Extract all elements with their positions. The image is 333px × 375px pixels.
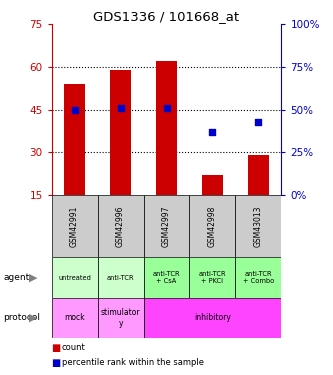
Bar	[235, 195, 281, 257]
Text: GSM42997: GSM42997	[162, 205, 171, 247]
Text: GSM43013: GSM43013	[254, 205, 263, 247]
Bar	[248, 155, 269, 195]
Text: ▶: ▶	[29, 313, 38, 323]
Bar	[52, 257, 98, 298]
Bar	[189, 257, 235, 298]
Bar	[98, 195, 144, 257]
Bar	[144, 195, 189, 257]
Bar	[98, 298, 144, 338]
Bar	[52, 298, 98, 338]
Text: stimulator
y: stimulator y	[101, 308, 140, 327]
Bar	[98, 257, 144, 298]
Point	[256, 118, 261, 124]
Bar	[235, 257, 281, 298]
Text: percentile rank within the sample: percentile rank within the sample	[62, 358, 203, 367]
Text: anti-TCR
+ PKCi: anti-TCR + PKCi	[199, 271, 226, 284]
Point	[72, 106, 77, 112]
Text: inhibitory: inhibitory	[194, 314, 231, 322]
Text: protocol: protocol	[3, 314, 40, 322]
Bar	[64, 84, 85, 195]
Bar	[144, 298, 281, 338]
Point	[164, 105, 169, 111]
Text: ■: ■	[52, 358, 61, 368]
Point	[118, 105, 123, 111]
Text: anti-TCR
+ Combo: anti-TCR + Combo	[243, 271, 274, 284]
Bar	[202, 175, 223, 195]
Bar	[156, 62, 177, 195]
Text: GSM42998: GSM42998	[208, 205, 217, 247]
Bar	[144, 257, 189, 298]
Text: count: count	[62, 343, 85, 352]
Text: GSM42991: GSM42991	[70, 205, 79, 247]
Text: ■: ■	[52, 343, 61, 352]
Text: GSM42996: GSM42996	[116, 205, 125, 247]
Title: GDS1336 / 101668_at: GDS1336 / 101668_at	[94, 10, 239, 23]
Text: agent: agent	[3, 273, 30, 282]
Text: anti-TCR
+ CsA: anti-TCR + CsA	[153, 271, 180, 284]
Bar	[52, 195, 98, 257]
Point	[210, 129, 215, 135]
Text: ▶: ▶	[29, 273, 38, 282]
Bar	[189, 195, 235, 257]
Text: mock: mock	[64, 314, 85, 322]
Text: anti-TCR: anti-TCR	[107, 274, 134, 280]
Text: untreated: untreated	[58, 274, 91, 280]
Bar	[110, 70, 131, 195]
